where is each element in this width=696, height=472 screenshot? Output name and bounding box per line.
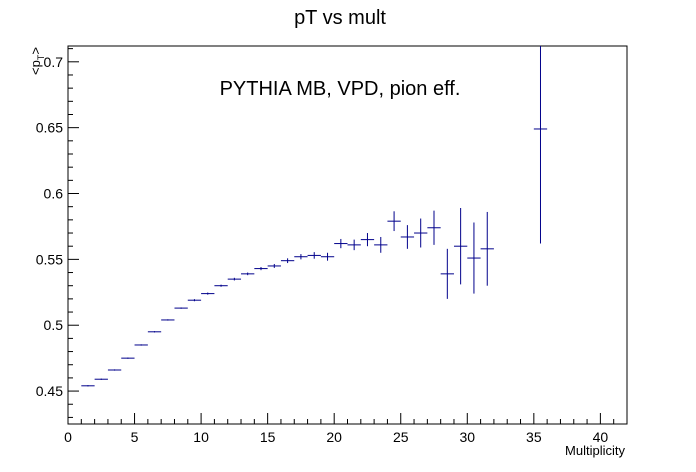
data-points	[81, 46, 548, 387]
svg-text:<pT>: <pT>	[28, 47, 46, 75]
data-point	[480, 211, 494, 286]
data-point	[387, 211, 401, 232]
data-point	[334, 238, 348, 249]
y-tick-label: 0.6	[44, 186, 64, 202]
y-axis-label: <pT>	[28, 47, 46, 75]
data-point	[147, 331, 162, 333]
data-point	[214, 284, 228, 287]
data-point	[121, 357, 135, 359]
x-tick-label: 10	[193, 429, 209, 445]
data-point	[440, 248, 454, 299]
x-axis-label: Multiplicity	[565, 443, 625, 458]
chart-annotation: PYTHIA MB, VPD, pion eff.	[220, 78, 461, 100]
data-point	[414, 218, 428, 248]
data-point	[467, 222, 481, 294]
data-point	[94, 378, 108, 380]
data-point	[427, 210, 441, 245]
x-tick-label: 40	[593, 429, 609, 445]
x-tick-label: 35	[526, 429, 542, 445]
data-point	[187, 299, 202, 302]
data-point	[533, 46, 548, 244]
x-tick-label: 25	[393, 429, 409, 445]
y-axis-ticks: 0.45 0.5 0.55 0.6 0.65 0.7	[36, 48, 79, 418]
data-point	[201, 292, 215, 295]
data-point	[81, 385, 95, 387]
x-tick-label: 30	[459, 429, 475, 445]
y-tick-label: 0.55	[36, 251, 63, 267]
y-tick-label: 0.45	[36, 383, 63, 399]
y-tick-label: 0.5	[44, 317, 64, 333]
data-point	[374, 236, 388, 253]
data-point	[241, 272, 255, 276]
data-point	[107, 369, 122, 371]
data-point	[294, 254, 308, 260]
x-tick-label: 15	[260, 429, 276, 445]
chart-title: pT vs mult	[294, 7, 386, 29]
data-point	[227, 277, 242, 281]
y-axis-label-subscript: T	[36, 54, 46, 60]
data-point	[347, 239, 361, 251]
y-tick-label: 0.7	[44, 54, 64, 70]
x-axis-ticks: 0 5 10 15 20 25 30 35 40	[64, 413, 628, 445]
data-point	[161, 319, 175, 321]
data-point	[360, 233, 375, 247]
data-point	[320, 252, 335, 261]
y-axis-label-close: >	[28, 47, 43, 55]
data-point	[400, 225, 415, 249]
data-point	[280, 258, 295, 264]
data-point	[134, 344, 148, 346]
x-tick-label: 20	[326, 429, 342, 445]
data-point	[453, 208, 468, 285]
y-axis-label-main: <p	[28, 60, 43, 75]
y-tick-label: 0.65	[36, 120, 63, 136]
plot-frame	[67, 45, 628, 425]
data-point	[174, 307, 188, 309]
x-tick-label: 5	[131, 429, 139, 445]
data-point	[254, 267, 268, 271]
x-tick-label: 0	[64, 429, 72, 445]
data-point	[267, 263, 281, 268]
data-point	[307, 252, 321, 259]
